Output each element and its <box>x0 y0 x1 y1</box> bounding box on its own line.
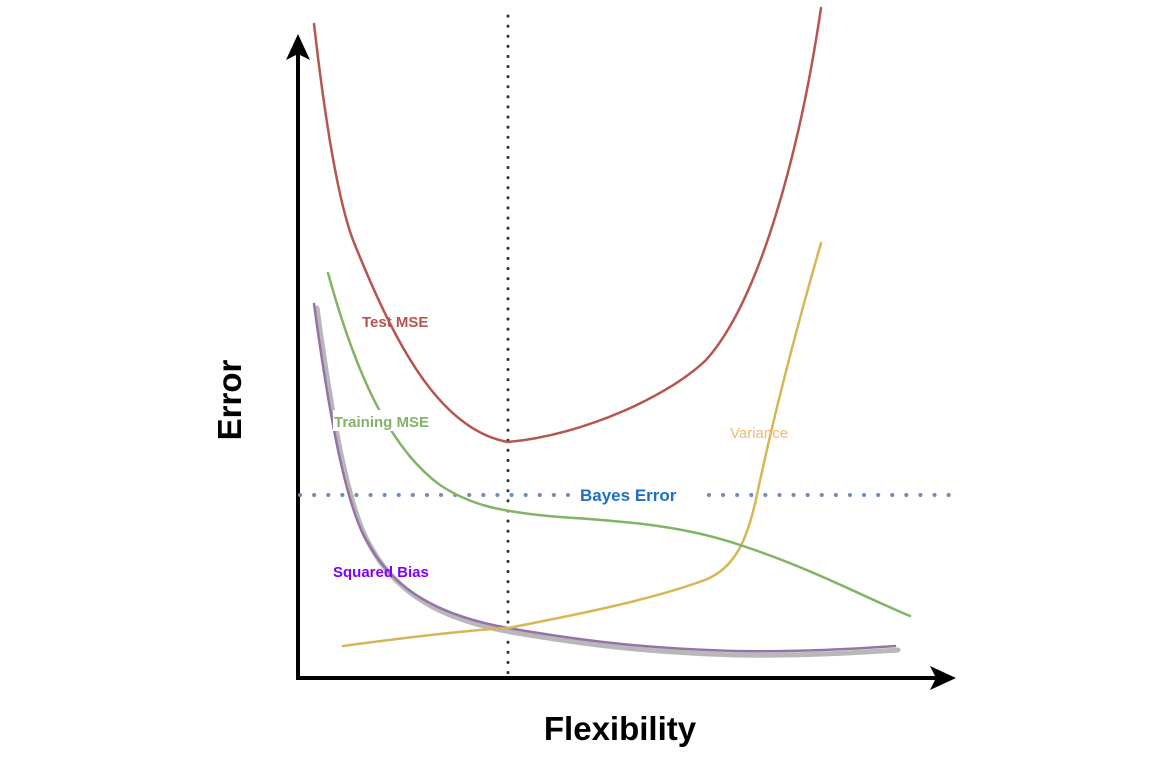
bayes-error-label-background <box>576 484 704 506</box>
squared-bias-label: Squared Bias <box>333 564 429 581</box>
variance-curve <box>341 241 823 648</box>
training-mse-label-background <box>333 410 443 431</box>
test-mse-label: Test MSE <box>362 314 428 331</box>
y-axis-arrowhead-icon <box>286 34 310 60</box>
x-axis-title: Flexibility <box>544 710 697 747</box>
test-mse-curve <box>312 6 823 444</box>
training-mse-label: Training MSE <box>334 414 429 431</box>
squared-bias-curve-shadow <box>314 305 901 658</box>
variance-label: Variance <box>730 425 788 442</box>
x-axis-arrowhead-icon <box>930 666 956 690</box>
squared-bias-curve <box>312 302 897 653</box>
y-axis-title: Error <box>211 359 248 440</box>
bayes-error-label: Bayes Error <box>580 486 677 505</box>
